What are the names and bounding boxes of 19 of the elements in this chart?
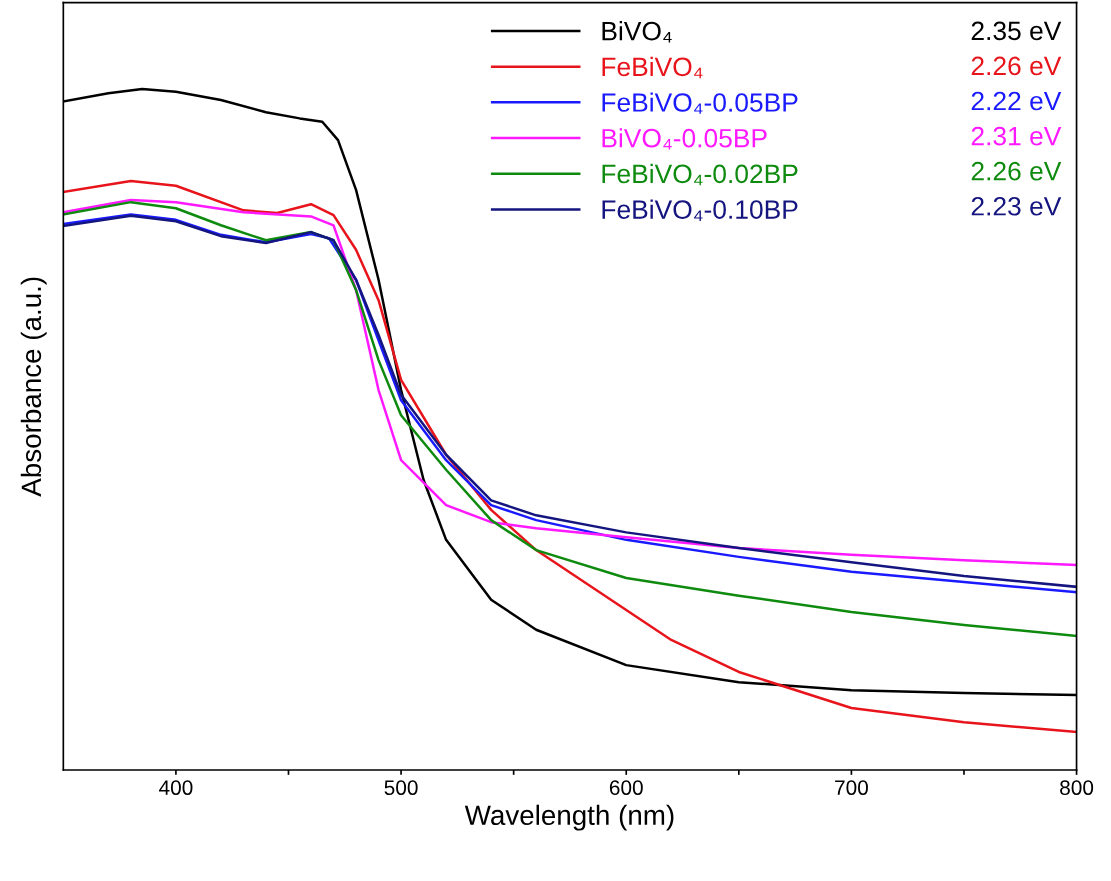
x-axis-title: Wavelength (nm): [464, 804, 674, 831]
x-tick-label: 500: [384, 780, 418, 796]
annotation: 2.23 eV: [971, 196, 1062, 216]
legend-label: BiVO₄-0.05BP: [602, 128, 767, 150]
legend-label: FeBiVO₄-0.05BP: [602, 92, 798, 114]
legend-label: FeBiVO₄-0.10BP: [602, 199, 798, 221]
y-axis-title: Absorbance (a.u.): [20, 277, 47, 497]
annotation: 2.26 eV: [971, 161, 1062, 181]
annotation: 2.31 eV: [971, 126, 1062, 146]
legend-label: FeBiVO₄: [602, 56, 703, 79]
text: 2.35 eV: [971, 21, 1062, 41]
x-tick-label: 400: [159, 780, 193, 796]
x-tick-label: 700: [835, 780, 868, 796]
legend-label: BiVO₄: [602, 21, 672, 43]
annotation: 2.22 eV: [971, 91, 1062, 111]
x-tick-label: 800: [1060, 780, 1094, 796]
x-tick-label: 600: [609, 780, 643, 796]
legend-label: FeBiVO₄-0.02BP: [602, 163, 798, 186]
text: 2.26 eV: [971, 56, 1062, 76]
